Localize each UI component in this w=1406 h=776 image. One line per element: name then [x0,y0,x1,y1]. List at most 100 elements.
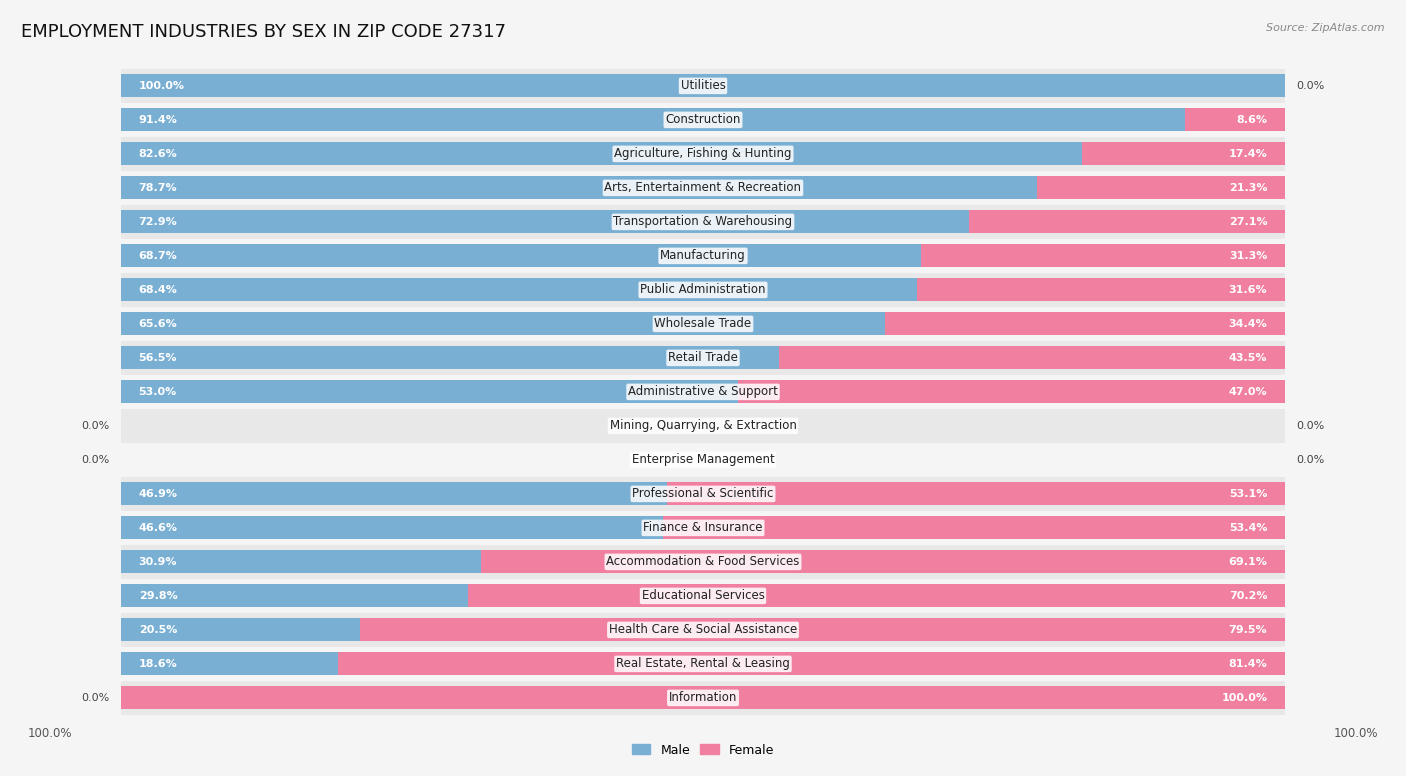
Bar [1038,176,1285,199]
Bar [738,380,1285,404]
Text: 0.0%: 0.0% [82,693,110,703]
Bar [121,511,1285,545]
Text: 0.0%: 0.0% [82,421,110,431]
Bar [337,653,1285,675]
Bar [121,584,468,608]
Bar [121,579,1285,613]
Bar [121,618,360,642]
Bar [121,205,1285,239]
Bar [917,279,1285,301]
Bar [664,516,1285,539]
Bar [121,545,1285,579]
Text: 65.6%: 65.6% [139,319,177,329]
Bar [970,210,1285,234]
Text: 8.6%: 8.6% [1236,115,1267,125]
Text: 100.0%: 100.0% [28,727,73,740]
Text: 34.4%: 34.4% [1229,319,1267,329]
Text: 0.0%: 0.0% [1296,421,1324,431]
Bar [666,483,1285,505]
Text: 31.6%: 31.6% [1229,285,1267,295]
Text: 72.9%: 72.9% [139,217,177,227]
Text: 79.5%: 79.5% [1229,625,1267,635]
Bar [121,137,1285,171]
Text: 17.4%: 17.4% [1229,149,1267,159]
Text: 53.0%: 53.0% [139,387,177,397]
Text: EMPLOYMENT INDUSTRIES BY SEX IN ZIP CODE 27317: EMPLOYMENT INDUSTRIES BY SEX IN ZIP CODE… [21,23,506,41]
Bar [121,312,884,335]
Text: 0.0%: 0.0% [1296,81,1324,91]
Text: 46.9%: 46.9% [139,489,177,499]
Bar [121,443,1285,477]
Bar [779,346,1285,369]
Text: Wholesale Trade: Wholesale Trade [654,317,752,331]
Text: Accommodation & Food Services: Accommodation & Food Services [606,556,800,568]
Bar [121,279,917,301]
Text: 100.0%: 100.0% [1333,727,1378,740]
Bar [360,618,1285,642]
Text: Administrative & Support: Administrative & Support [628,386,778,398]
Bar [121,686,1285,709]
Bar [121,550,481,573]
Bar [1083,142,1285,165]
Bar [121,210,970,234]
Bar [121,171,1285,205]
Bar [1185,109,1285,131]
Bar [121,109,1185,131]
Text: 31.3%: 31.3% [1229,251,1267,261]
Text: 56.5%: 56.5% [139,353,177,363]
Text: Manufacturing: Manufacturing [661,249,745,262]
Bar [121,239,1285,273]
Text: 0.0%: 0.0% [1296,455,1324,465]
Bar [121,483,666,505]
Legend: Male, Female: Male, Female [627,739,779,761]
Text: Information: Information [669,691,737,705]
Bar [468,584,1285,608]
Bar [121,516,664,539]
Bar [121,74,1285,98]
Text: 68.4%: 68.4% [139,285,177,295]
Text: Retail Trade: Retail Trade [668,352,738,365]
Bar [884,312,1285,335]
Bar [121,244,921,268]
Text: 0.0%: 0.0% [82,455,110,465]
Text: Professional & Scientific: Professional & Scientific [633,487,773,501]
Text: Educational Services: Educational Services [641,590,765,602]
Bar [121,341,1285,375]
Text: 47.0%: 47.0% [1229,387,1267,397]
Text: 46.6%: 46.6% [139,523,177,533]
Text: 69.1%: 69.1% [1229,557,1267,567]
Text: 27.1%: 27.1% [1229,217,1267,227]
Bar [121,375,1285,409]
Bar [121,613,1285,647]
Text: 100.0%: 100.0% [139,81,184,91]
Bar [121,380,738,404]
Text: Enterprise Management: Enterprise Management [631,453,775,466]
Text: Utilities: Utilities [681,79,725,92]
Bar [121,142,1083,165]
Text: 100.0%: 100.0% [1222,693,1267,703]
Bar [121,273,1285,307]
Bar [121,103,1285,137]
Text: 29.8%: 29.8% [139,591,177,601]
Text: 53.4%: 53.4% [1229,523,1267,533]
Bar [121,477,1285,511]
Bar [121,681,1285,715]
Text: Mining, Quarrying, & Extraction: Mining, Quarrying, & Extraction [610,419,796,432]
Text: Public Administration: Public Administration [640,283,766,296]
Text: 91.4%: 91.4% [139,115,177,125]
Text: 30.9%: 30.9% [139,557,177,567]
Bar [121,307,1285,341]
Text: 68.7%: 68.7% [139,251,177,261]
Bar [121,69,1285,103]
Text: 82.6%: 82.6% [139,149,177,159]
Bar [121,647,1285,681]
Text: 43.5%: 43.5% [1229,353,1267,363]
Text: Arts, Entertainment & Recreation: Arts, Entertainment & Recreation [605,182,801,194]
Text: Construction: Construction [665,113,741,126]
Text: 21.3%: 21.3% [1229,183,1267,193]
Text: Agriculture, Fishing & Hunting: Agriculture, Fishing & Hunting [614,147,792,161]
Bar [121,409,1285,443]
Text: Health Care & Social Assistance: Health Care & Social Assistance [609,623,797,636]
Text: 20.5%: 20.5% [139,625,177,635]
Bar [121,176,1038,199]
